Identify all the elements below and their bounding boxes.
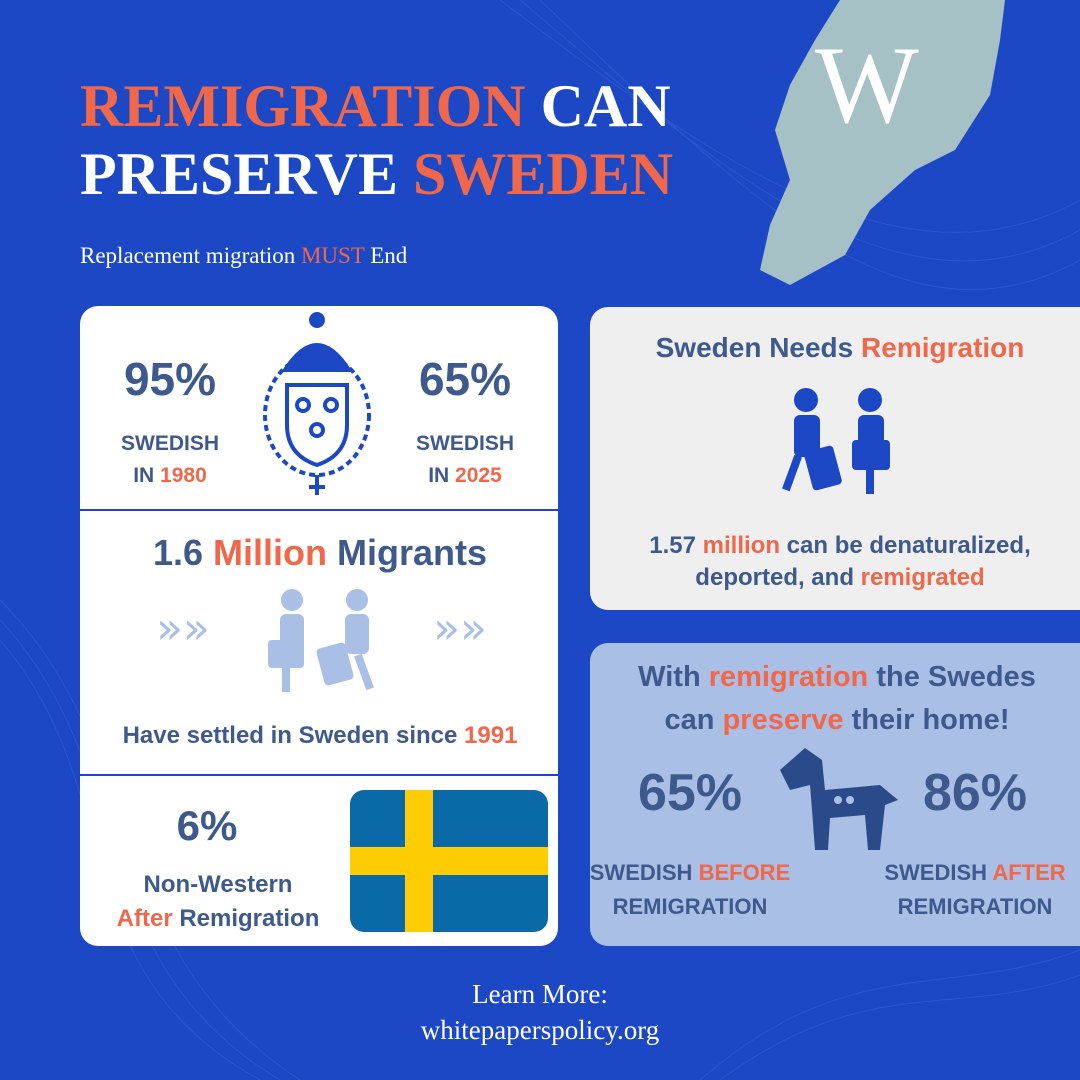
text-line: deported, and remigrated xyxy=(649,562,1030,594)
heading-part: Sweden Needs xyxy=(655,332,854,363)
subtitle-part: End xyxy=(370,243,408,268)
text-part: remigrated xyxy=(860,564,985,591)
right-top-heading: Sweden Needs Remigration xyxy=(656,332,1025,364)
title-word: PRESERVE xyxy=(80,141,398,207)
chevron: »» xyxy=(156,603,210,654)
heading-line: With remigration the Swedes xyxy=(638,656,1036,699)
title: REMIGRATION CAN PRESERVE SWEDEN xyxy=(80,72,673,208)
deportees-icon xyxy=(782,388,890,494)
stat-label: SWEDISH IN 2025 xyxy=(416,428,514,492)
right-bottom-heading: With remigration the Swedes can preserve… xyxy=(638,656,1036,742)
label-line: SWEDISH AFTER xyxy=(884,856,1065,890)
label-line: Non-Western xyxy=(143,871,293,898)
divider xyxy=(80,509,558,511)
migrants-caption: Have settled in Sweden since 1991 xyxy=(123,722,518,750)
label-part: SWEDISH xyxy=(589,860,693,885)
heading-part: Remigration xyxy=(861,332,1025,363)
text-part: deported, and xyxy=(695,564,854,591)
footer-line: Learn More: xyxy=(472,979,608,1009)
heading-part: Million xyxy=(213,532,328,573)
right-top-text: 1.57 million can be denaturalized, depor… xyxy=(649,530,1030,594)
footer: Learn More: whitepaperspolicy.org xyxy=(421,976,659,1048)
stat-value: 95% xyxy=(123,353,217,405)
logo: W xyxy=(815,24,919,146)
label-part: AFTER xyxy=(992,860,1066,885)
label-part: After xyxy=(116,905,173,932)
chevron: »» xyxy=(433,603,487,654)
divider xyxy=(80,774,558,776)
caption-part: Have settled in Sweden since xyxy=(122,722,458,749)
stat-value: 65% xyxy=(637,764,743,822)
label-line: REMIGRATION xyxy=(612,894,768,919)
stat-value: 6% xyxy=(176,802,238,849)
label-line: IN 1980 xyxy=(121,460,219,492)
title-word: SWEDEN xyxy=(412,141,674,207)
label-part: 1980 xyxy=(160,464,207,487)
heading-part: With xyxy=(638,661,701,693)
label-part: IN xyxy=(133,464,155,487)
footer-link: whitepaperspolicy.org xyxy=(420,1015,660,1045)
label-line: REMIGRATION xyxy=(897,894,1053,919)
heading-part: the Swedes xyxy=(876,661,1036,693)
flag-cross xyxy=(350,847,548,875)
subtitle-part: Replacement migration xyxy=(80,243,296,268)
heading-part: can xyxy=(664,704,715,736)
label-part: BEFORE xyxy=(698,860,791,885)
stat-value: 65% xyxy=(418,353,512,405)
label-part: 2025 xyxy=(455,464,502,487)
map-sweden xyxy=(760,0,1005,285)
stat-label: SWEDISH IN 1980 xyxy=(121,428,219,492)
stat-label: SWEDISH AFTER REMIGRATION xyxy=(884,856,1065,924)
title-word: CAN xyxy=(540,73,671,139)
title-line: REMIGRATION CAN xyxy=(80,72,673,140)
chevrons: »» »» xyxy=(156,603,487,654)
label-part: SWEDISH xyxy=(884,860,988,885)
migrants-heading: 1.6 Million Migrants xyxy=(153,532,487,574)
label-part: IN xyxy=(428,464,450,487)
subtitle: Replacement migration MUST End xyxy=(80,243,407,269)
label-line: IN 2025 xyxy=(416,460,514,492)
label-line: SWEDISH BEFORE xyxy=(590,856,791,890)
flag xyxy=(350,790,548,932)
label-line: SWEDISH xyxy=(120,432,220,455)
title-line: PRESERVE SWEDEN xyxy=(80,140,673,208)
stat-label: Non-Western After Remigration xyxy=(117,868,320,936)
label-line: After Remigration xyxy=(117,902,320,936)
text-part: can be denaturalized, xyxy=(786,532,1031,559)
heading-part: 1.6 xyxy=(152,532,204,573)
label-line: SWEDISH xyxy=(415,432,515,455)
heading-part: Migrants xyxy=(337,532,488,573)
text-line: 1.57 million can be denaturalized, xyxy=(649,530,1030,562)
caption-part: 1991 xyxy=(464,722,518,749)
stat-label: SWEDISH BEFORE REMIGRATION xyxy=(590,856,791,924)
heading-part: preserve xyxy=(722,704,844,736)
stat-value: 86% xyxy=(922,764,1028,822)
dala-horse xyxy=(780,748,898,850)
text-part: million xyxy=(702,532,780,559)
heading-part: their home! xyxy=(851,704,1010,736)
title-word: REMIGRATION xyxy=(80,73,526,139)
label-part: Remigration xyxy=(179,905,320,932)
coat-of-arms xyxy=(263,312,371,495)
heading-part: remigration xyxy=(708,661,869,693)
subtitle-part: MUST xyxy=(300,243,365,268)
text-part: 1.57 xyxy=(649,532,696,559)
heading-line: can preserve their home! xyxy=(638,699,1036,742)
migrants-icon xyxy=(268,589,374,692)
